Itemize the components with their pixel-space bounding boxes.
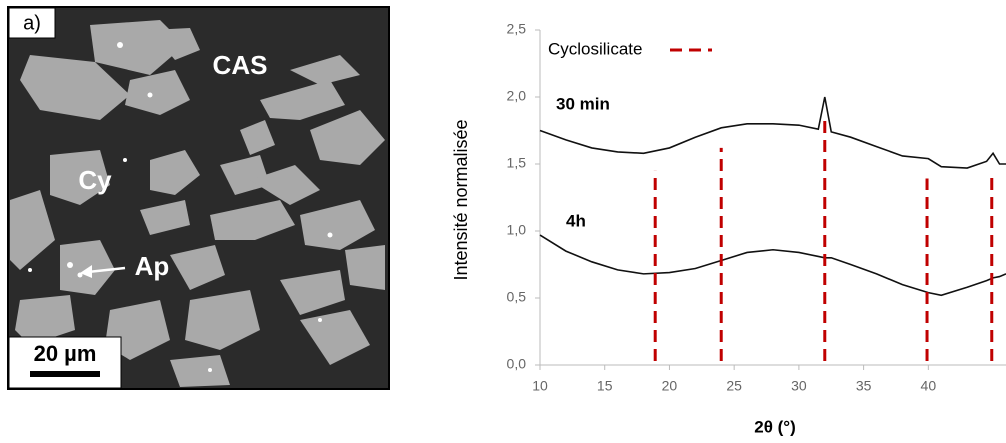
x-tick-label: 25: [726, 378, 742, 394]
phase-label: Ap: [135, 251, 170, 281]
phase-label: CAS: [213, 50, 268, 80]
x-tick-label: 20: [662, 378, 678, 394]
y-tick-label: 0,0: [507, 356, 527, 372]
x-tick-label: 10: [532, 378, 548, 394]
scale-bar: [30, 371, 100, 377]
x-tick-label: 40: [921, 378, 937, 394]
x-tick-label: 15: [597, 378, 613, 394]
series-annotation: 30 min: [556, 94, 610, 113]
panel-label-box: [8, 7, 56, 39]
pointer-arrow: [87, 266, 126, 274]
particles: [10, 20, 385, 387]
apatite-specks: [28, 42, 333, 372]
scale-bar-label: 20 µm: [34, 341, 97, 366]
legend-label: Cyclosilicate: [548, 39, 642, 58]
scale-bar-box: [8, 336, 122, 389]
y-tick-label: 0,5: [507, 289, 527, 305]
y-axis-label: Intensité normalisée: [451, 119, 471, 280]
panel-label: a): [23, 12, 41, 34]
pointer-arrow-head: [80, 265, 92, 278]
sem-image: a) CAS Cy Ap 20 µm: [7, 6, 390, 390]
series-line: [539, 234, 1006, 297]
y-tick-label: 1,5: [507, 155, 527, 171]
phase-label: Cy: [78, 165, 112, 195]
y-tick-label: 1,0: [507, 222, 527, 238]
series-annotation: 4h: [566, 211, 586, 230]
y-tick-label: 2,5: [507, 21, 527, 37]
y-tick-label: 2,0: [507, 88, 527, 104]
series-line: [539, 96, 1006, 169]
xrd-chart: Intensité normalisée 2θ (°) 0,0 0,5 1,0 1,5…: [451, 21, 1006, 436]
x-axis-label: 2θ (°): [754, 417, 796, 436]
x-tick-label: 30: [791, 378, 807, 394]
x-tick-label: 35: [856, 378, 872, 394]
